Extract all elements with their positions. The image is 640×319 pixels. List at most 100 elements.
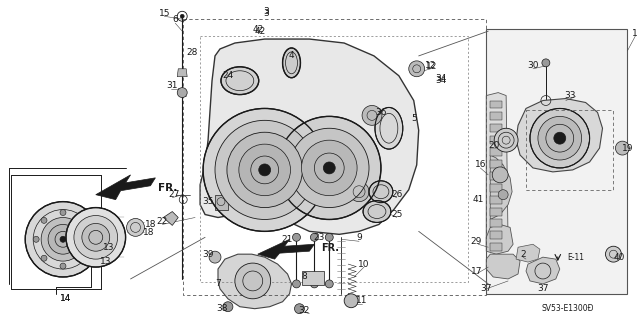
Circle shape bbox=[616, 141, 629, 155]
Circle shape bbox=[74, 216, 118, 259]
Circle shape bbox=[362, 106, 382, 125]
Circle shape bbox=[87, 236, 93, 242]
Circle shape bbox=[494, 128, 518, 152]
Text: 33: 33 bbox=[564, 91, 575, 100]
Text: 14: 14 bbox=[60, 294, 72, 303]
Circle shape bbox=[498, 190, 508, 200]
Ellipse shape bbox=[363, 201, 391, 222]
Circle shape bbox=[41, 255, 47, 261]
Text: 29: 29 bbox=[470, 237, 482, 246]
Text: 18: 18 bbox=[143, 228, 154, 237]
Text: FR.: FR. bbox=[321, 243, 339, 253]
Text: 15: 15 bbox=[159, 9, 170, 18]
Text: 2: 2 bbox=[520, 250, 526, 259]
Circle shape bbox=[33, 236, 39, 242]
Text: 7: 7 bbox=[215, 279, 221, 288]
Polygon shape bbox=[516, 244, 540, 262]
Text: 12: 12 bbox=[426, 62, 437, 71]
Bar bbox=[490, 172, 502, 180]
Polygon shape bbox=[177, 69, 187, 77]
Text: 11: 11 bbox=[356, 296, 368, 305]
Bar bbox=[490, 148, 502, 156]
Circle shape bbox=[492, 167, 508, 183]
Polygon shape bbox=[163, 211, 179, 226]
Circle shape bbox=[215, 120, 314, 219]
Bar bbox=[490, 231, 502, 239]
Ellipse shape bbox=[375, 108, 403, 149]
Bar bbox=[490, 196, 502, 204]
Text: 5: 5 bbox=[411, 114, 417, 123]
Circle shape bbox=[310, 280, 318, 288]
Ellipse shape bbox=[283, 48, 300, 78]
Text: 39: 39 bbox=[202, 250, 214, 259]
Text: 31: 31 bbox=[166, 81, 178, 90]
Text: 37: 37 bbox=[537, 284, 548, 293]
Polygon shape bbox=[200, 39, 419, 234]
Bar bbox=[490, 112, 502, 120]
Text: 42: 42 bbox=[252, 25, 263, 33]
Text: 38: 38 bbox=[216, 304, 228, 313]
Circle shape bbox=[294, 304, 305, 314]
Circle shape bbox=[177, 88, 187, 98]
Bar bbox=[200, 36, 468, 282]
Circle shape bbox=[605, 246, 621, 262]
Circle shape bbox=[60, 236, 66, 242]
Circle shape bbox=[223, 302, 233, 312]
Circle shape bbox=[41, 218, 85, 261]
Text: 9: 9 bbox=[356, 233, 362, 242]
Polygon shape bbox=[526, 257, 560, 284]
Text: 14: 14 bbox=[60, 294, 72, 303]
Text: 23: 23 bbox=[314, 233, 325, 242]
Circle shape bbox=[325, 234, 333, 241]
Bar bbox=[490, 160, 502, 168]
Bar bbox=[490, 100, 502, 108]
Bar bbox=[526, 110, 613, 190]
Text: 16: 16 bbox=[474, 160, 486, 169]
Circle shape bbox=[79, 255, 85, 261]
Text: 4: 4 bbox=[289, 51, 294, 60]
Circle shape bbox=[409, 61, 425, 77]
Polygon shape bbox=[258, 239, 314, 259]
Text: E-11: E-11 bbox=[568, 253, 585, 262]
Circle shape bbox=[79, 218, 85, 223]
Bar bbox=[490, 124, 502, 132]
Polygon shape bbox=[96, 175, 156, 200]
Text: 27: 27 bbox=[168, 190, 180, 199]
Polygon shape bbox=[215, 195, 228, 210]
Text: FR.: FR. bbox=[158, 183, 178, 193]
Circle shape bbox=[292, 234, 300, 241]
Text: 32: 32 bbox=[299, 306, 310, 315]
Text: 22: 22 bbox=[157, 217, 168, 226]
Circle shape bbox=[542, 59, 550, 67]
Circle shape bbox=[530, 108, 589, 168]
Text: 36: 36 bbox=[375, 108, 387, 117]
Bar bbox=[490, 219, 502, 227]
Polygon shape bbox=[486, 254, 520, 279]
Text: 21: 21 bbox=[282, 235, 293, 244]
Text: 17: 17 bbox=[470, 266, 482, 276]
Bar bbox=[303, 271, 324, 285]
Text: 25: 25 bbox=[391, 210, 403, 219]
Circle shape bbox=[554, 132, 566, 144]
Text: 35: 35 bbox=[202, 197, 214, 206]
Text: 34: 34 bbox=[435, 74, 446, 83]
Text: 42: 42 bbox=[254, 26, 266, 36]
Circle shape bbox=[349, 182, 369, 202]
Circle shape bbox=[25, 202, 100, 277]
Text: 26: 26 bbox=[391, 190, 403, 199]
Text: 30: 30 bbox=[527, 61, 539, 70]
Circle shape bbox=[239, 144, 291, 196]
Text: 19: 19 bbox=[621, 144, 633, 152]
Text: 24: 24 bbox=[222, 71, 234, 80]
Circle shape bbox=[203, 108, 326, 231]
Text: 28: 28 bbox=[186, 48, 198, 57]
Circle shape bbox=[60, 210, 66, 216]
Text: 41: 41 bbox=[472, 195, 484, 204]
Bar bbox=[490, 136, 502, 144]
Text: 3: 3 bbox=[263, 9, 269, 18]
Circle shape bbox=[227, 132, 303, 208]
Circle shape bbox=[259, 164, 271, 176]
Bar bbox=[183, 19, 486, 295]
Polygon shape bbox=[516, 99, 602, 172]
Polygon shape bbox=[486, 225, 513, 254]
